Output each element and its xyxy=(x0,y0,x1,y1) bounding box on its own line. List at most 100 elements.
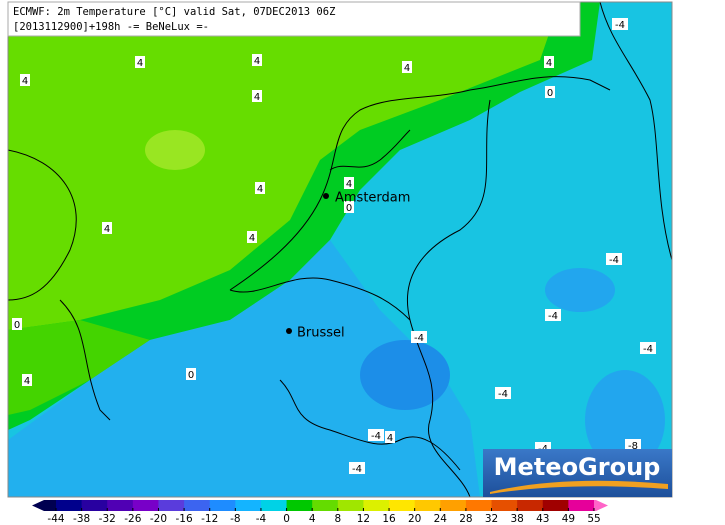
map-field xyxy=(8,2,672,497)
colorbar-segment xyxy=(440,500,467,511)
contour-label: 4 xyxy=(254,92,260,103)
coastline xyxy=(8,149,77,301)
colorbar-tick-label: 8 xyxy=(334,513,341,525)
contour-label: 4 xyxy=(346,179,352,190)
contour-label-box xyxy=(135,56,145,68)
colorbar-segment xyxy=(568,500,595,511)
contour-label: 4 xyxy=(254,56,260,67)
contour-label: -4 xyxy=(548,311,558,322)
colorbar-tick-label: -20 xyxy=(150,513,167,525)
colorbar-tick-label: -12 xyxy=(201,513,218,525)
colorbar-tick-label: 16 xyxy=(382,513,396,525)
colorbar-segment xyxy=(107,500,134,511)
colorbar-segment xyxy=(209,500,236,511)
contour-label-box xyxy=(385,431,395,443)
header-box xyxy=(7,1,581,37)
contour-label: 0 xyxy=(547,88,553,99)
contour-label: 4 xyxy=(257,184,263,195)
logo-swoosh xyxy=(490,480,668,494)
contour-label-box xyxy=(252,54,262,66)
city-label: Brussel xyxy=(297,326,345,341)
contour-label: -8 xyxy=(628,441,638,452)
colorbar-segment xyxy=(517,500,544,511)
contour-label-box xyxy=(186,368,196,380)
border-line xyxy=(279,379,461,471)
colorbar-segment xyxy=(337,500,364,511)
contour-label: -4 xyxy=(615,20,625,31)
contour-label: 4 xyxy=(104,224,110,235)
colorbar-segment xyxy=(414,500,441,511)
colorbar-segment xyxy=(132,500,159,511)
cold-field xyxy=(8,240,480,497)
colorbar-end xyxy=(32,500,44,511)
contour-label: -4 xyxy=(371,431,381,442)
contour-label-box xyxy=(495,387,511,399)
contour-label: 4 xyxy=(22,76,28,87)
border-line xyxy=(229,277,411,321)
colorbar-segment xyxy=(312,500,339,511)
coastline xyxy=(229,76,611,291)
contour-label: 4 xyxy=(387,433,393,444)
contour-label: -4 xyxy=(643,344,653,355)
city-label: Amsterdam xyxy=(335,191,410,206)
contour-label-box xyxy=(544,56,554,68)
city-dot xyxy=(323,193,329,199)
colorbar-segment xyxy=(235,500,262,511)
contour-label-box xyxy=(344,177,354,189)
header-subtitle: [2013112900]+198h -= BeNeLux =- xyxy=(13,21,209,33)
contour-label-box xyxy=(20,74,30,86)
header-title: ECMWF: 2m Temperature [°C] valid Sat, 07… xyxy=(13,6,335,18)
contour-label-box xyxy=(22,374,32,386)
contour-label-box xyxy=(102,222,112,234)
contour-label-box xyxy=(349,462,365,474)
contour-label: -4 xyxy=(414,333,424,344)
green-field xyxy=(8,320,150,415)
contour-label: -4 xyxy=(609,255,619,266)
colorbar: -44 -38 -32 -26 -20 -16 -12 -8 -4 0 4 8 12 16 20 24 28 32… xyxy=(32,500,608,525)
contour-label: 4 xyxy=(404,63,410,74)
colorbar-tick-label: 0 xyxy=(283,513,290,525)
logo-text: MeteoGroup xyxy=(494,453,661,481)
colorbar-tick-label: -16 xyxy=(176,513,193,525)
contour-label-box xyxy=(612,18,628,30)
colorbar-segment xyxy=(389,500,416,511)
colorbar-tick-label: 32 xyxy=(485,513,498,525)
contour-label: 4 xyxy=(137,58,143,69)
contour-label-box xyxy=(255,182,265,194)
colorbar-tick-label: 49 xyxy=(562,513,575,525)
colorbar-tick-label: -44 xyxy=(47,513,64,525)
cold-spot xyxy=(360,340,450,410)
colorbar-segment xyxy=(81,500,108,511)
border-line xyxy=(59,299,111,421)
contour-label: 4 xyxy=(546,58,552,69)
contour-label-box xyxy=(625,439,641,451)
contour-label-box xyxy=(344,201,354,213)
warm-spot xyxy=(145,130,205,170)
contour-label: 0 xyxy=(188,370,194,381)
colorbar-tick-label: 43 xyxy=(536,513,549,525)
contour-label: 0 xyxy=(14,320,20,331)
colorbar-tick-label: 55 xyxy=(587,513,600,525)
colorbar-segment xyxy=(594,500,596,511)
coastline xyxy=(329,129,411,171)
colorbar-tick-label: -32 xyxy=(99,513,116,525)
colorbar-tick-label: 12 xyxy=(357,513,370,525)
colorbar-segment xyxy=(286,500,313,511)
contour-label: -4 xyxy=(498,389,508,400)
colorbar-tick-label: 4 xyxy=(309,513,316,525)
colorbar-tick-label: -26 xyxy=(124,513,141,525)
contour-label: 4 xyxy=(249,233,255,244)
colorbar-tick-label: 20 xyxy=(408,513,421,525)
contour-label-box xyxy=(247,231,257,243)
colorbar-tick-label: 28 xyxy=(459,513,472,525)
light-green-field xyxy=(8,2,560,330)
colorbar-tick-label: -8 xyxy=(230,513,240,525)
colorbar-segment xyxy=(158,500,185,511)
colorbar-end xyxy=(596,500,608,511)
colorbar-segment xyxy=(465,500,493,511)
contour-label-box xyxy=(402,61,412,73)
contour-label-box xyxy=(606,253,622,265)
contour-label-box xyxy=(640,342,656,354)
